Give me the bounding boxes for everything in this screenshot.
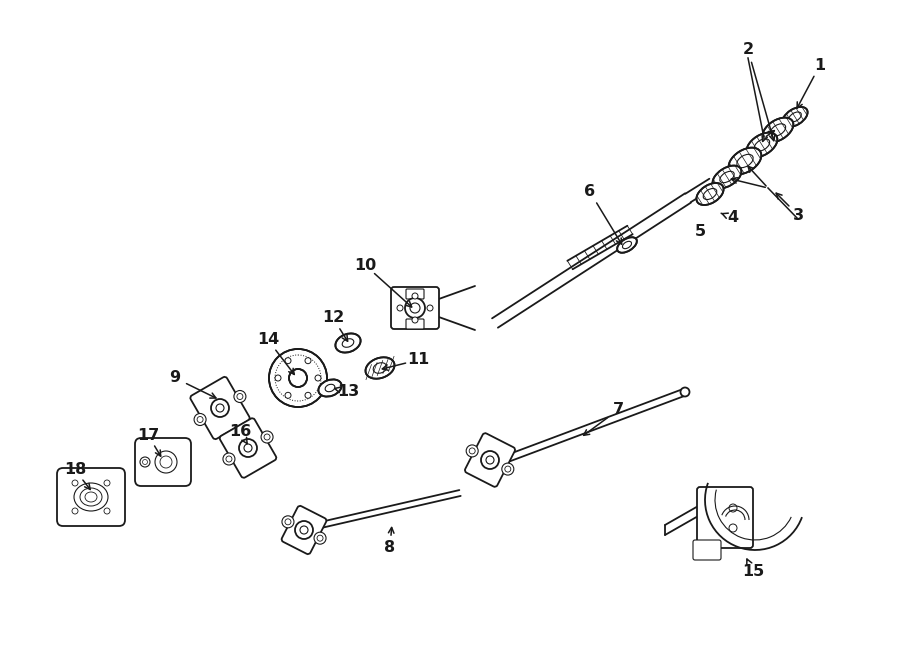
Text: 13: 13 [337,385,359,399]
Text: 14: 14 [256,332,279,348]
FancyBboxPatch shape [465,433,515,487]
Ellipse shape [365,358,394,379]
FancyBboxPatch shape [693,540,721,560]
Text: 2: 2 [742,42,753,58]
Circle shape [680,387,689,397]
Text: 12: 12 [322,311,344,325]
Circle shape [466,445,478,457]
Circle shape [295,521,313,539]
Circle shape [397,305,403,311]
Circle shape [412,293,418,299]
Circle shape [285,393,291,399]
Ellipse shape [747,133,778,157]
Circle shape [481,451,499,469]
Circle shape [285,358,291,364]
Circle shape [405,298,425,318]
FancyBboxPatch shape [406,319,424,329]
Circle shape [275,375,281,381]
Circle shape [315,375,321,381]
Ellipse shape [762,118,794,142]
Text: 7: 7 [612,403,624,418]
Text: 16: 16 [229,424,251,440]
Text: 9: 9 [169,371,181,385]
Ellipse shape [336,333,361,352]
Circle shape [261,431,273,443]
Ellipse shape [617,237,637,253]
Circle shape [305,358,311,364]
Ellipse shape [729,147,761,175]
Ellipse shape [289,369,307,387]
Text: 10: 10 [354,258,376,272]
Text: 8: 8 [384,541,396,555]
FancyBboxPatch shape [190,377,249,439]
FancyBboxPatch shape [406,289,424,299]
FancyBboxPatch shape [282,506,327,554]
Text: 1: 1 [814,58,825,73]
Circle shape [412,317,418,323]
Text: 15: 15 [742,564,764,580]
Text: 4: 4 [727,210,739,225]
Text: 18: 18 [64,463,86,477]
Circle shape [427,305,433,311]
Circle shape [282,516,294,528]
Ellipse shape [782,107,807,127]
FancyBboxPatch shape [220,418,276,478]
Ellipse shape [713,166,742,188]
Ellipse shape [697,183,724,205]
Text: 11: 11 [407,352,429,368]
Circle shape [502,463,514,475]
Circle shape [305,393,311,399]
Circle shape [194,414,206,426]
Circle shape [211,399,229,417]
Circle shape [140,457,150,467]
Circle shape [239,439,257,457]
Ellipse shape [319,379,342,397]
Text: 6: 6 [584,184,596,200]
FancyBboxPatch shape [135,438,191,486]
Text: 5: 5 [695,225,706,239]
FancyBboxPatch shape [697,487,753,548]
FancyBboxPatch shape [391,287,439,329]
Circle shape [234,391,246,403]
FancyBboxPatch shape [57,468,125,526]
Text: 3: 3 [792,208,804,223]
Circle shape [314,532,326,544]
Text: 17: 17 [137,428,159,442]
Circle shape [223,453,235,465]
Ellipse shape [269,349,327,407]
